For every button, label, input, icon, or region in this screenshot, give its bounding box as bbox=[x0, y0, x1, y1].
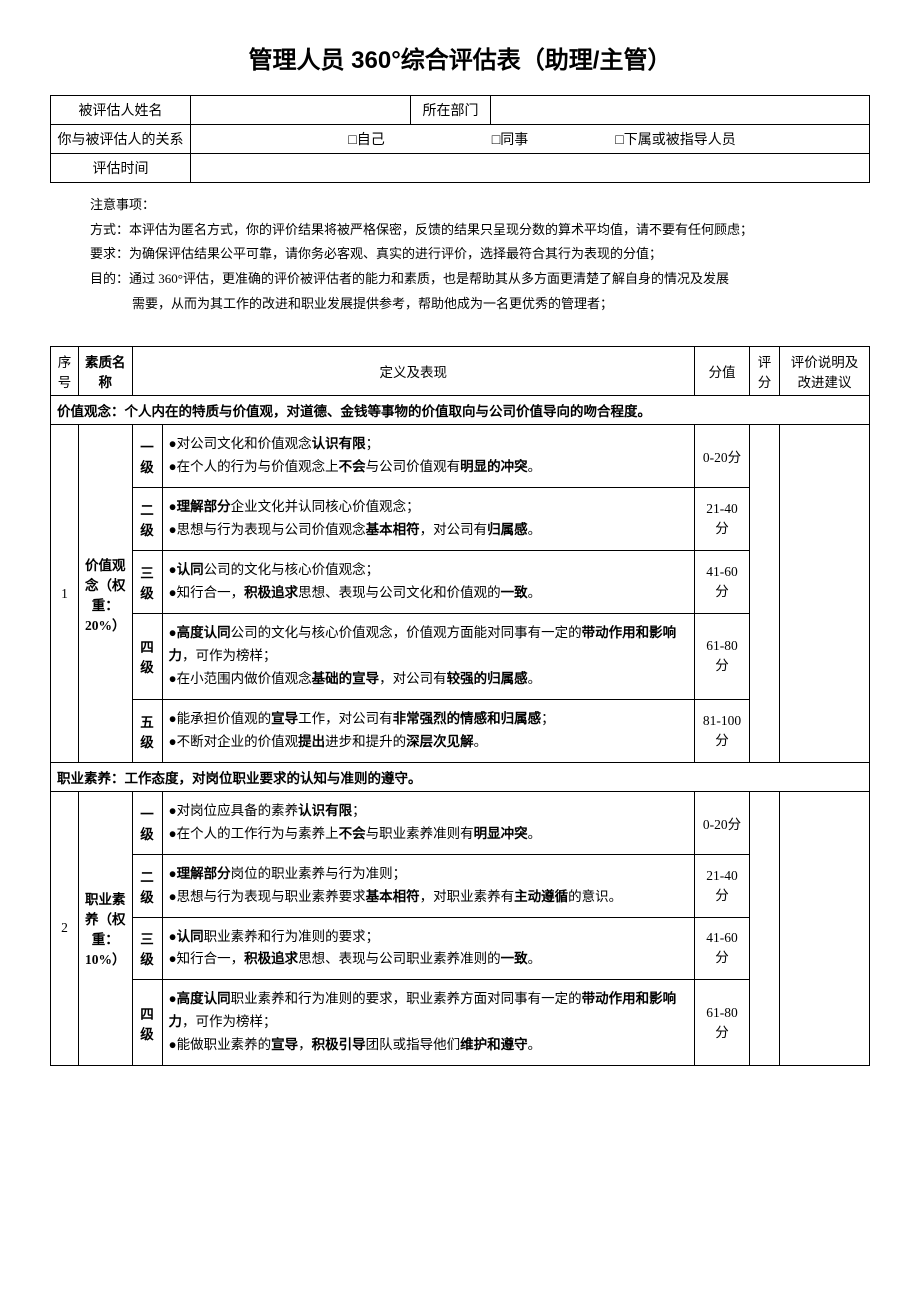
sec1-l5: 五级 bbox=[132, 699, 162, 762]
sec2-s2: 21-40分 bbox=[695, 854, 750, 917]
sec2-d2: ●理解部分岗位的职业素养与行为准则；●思想与行为表现与职业素养要求基本相符，对职… bbox=[162, 854, 695, 917]
sec1-comment[interactable] bbox=[780, 425, 870, 762]
sec1-row5: 五级 ●能承担价值观的宣导工作，对公司有非常强烈的情感和归属感；●不断对企业的价… bbox=[51, 699, 870, 762]
sec1-d3: ●认同公司的文化与核心价值观念；●知行合一，积极追求思想、表现与公司文化和价值观… bbox=[162, 551, 695, 614]
col-rating: 评分 bbox=[750, 347, 780, 396]
name-value[interactable] bbox=[191, 96, 411, 125]
opt-self[interactable]: □自己 bbox=[348, 131, 384, 147]
relation-options[interactable]: □自己 □同事 □下属或被指导人员 bbox=[191, 125, 870, 154]
method-text: 本评估为匿名方式，你的评价结果将被严格保密，反馈的结果只呈现分数的算术平均值，请… bbox=[129, 222, 753, 237]
sec2-row2: 二级 ●理解部分岗位的职业素养与行为准则；●思想与行为表现与职业素养要求基本相符… bbox=[51, 854, 870, 917]
sec1-s5: 81-100分 bbox=[695, 699, 750, 762]
evaluation-table: 序号 素质名称 定义及表现 分值 评分 评价说明及改进建议 价值观念：个人内在的… bbox=[50, 346, 870, 1066]
sec1-d4: ●高度认同公司的文化与核心价值观念，价值观方面能对同事有一定的带动作用和影响力，… bbox=[162, 614, 695, 700]
opt-sub[interactable]: □下属或被指导人员 bbox=[615, 131, 735, 147]
section2-header: 职业素养：工作态度，对岗位职业要求的认知与准则的遵守。 bbox=[51, 762, 870, 791]
sec2-row1: 2 职业素养（权重：10%） 一级 ●对岗位应具备的素养认识有限；●在个人的工作… bbox=[51, 791, 870, 854]
sec2-d4: ●高度认同职业素养和行为准则的要求，职业素养方面对同事有一定的带动作用和影响力，… bbox=[162, 980, 695, 1066]
sec2-comment[interactable] bbox=[780, 791, 870, 1065]
dept-label: 所在部门 bbox=[411, 96, 491, 125]
purpose-text2: 需要，从而为其工作的改进和职业发展提供参考，帮助他成为一名更优秀的管理者； bbox=[132, 296, 613, 311]
sec2-l4: 四级 bbox=[132, 980, 162, 1066]
sec2-rating[interactable] bbox=[750, 791, 780, 1065]
sec2-row3: 三级 ●认同职业素养和行为准则的要求；●知行合一，积极追求思想、表现与公司职业素… bbox=[51, 917, 870, 980]
col-score: 分值 bbox=[695, 347, 750, 396]
name-label: 被评估人姓名 bbox=[51, 96, 191, 125]
sec1-s4: 61-80分 bbox=[695, 614, 750, 700]
time-label: 评估时间 bbox=[51, 154, 191, 183]
sec1-text: 个人内在的特质与价值观，对道德、金钱等事物的价值取向与公司价值导向的吻合程度。 bbox=[125, 404, 652, 419]
opt-peer[interactable]: □同事 bbox=[492, 131, 528, 147]
sec2-name: 职业素养（权重：10%） bbox=[79, 791, 133, 1065]
sec2-s1: 0-20分 bbox=[695, 791, 750, 854]
sec1-rating[interactable] bbox=[750, 425, 780, 762]
sec2-s3: 41-60分 bbox=[695, 917, 750, 980]
sec1-name: 价值观念（权重：20%） bbox=[79, 425, 133, 762]
sec1-l4: 四级 bbox=[132, 614, 162, 700]
col-name: 素质名称 bbox=[79, 347, 133, 396]
col-def: 定义及表现 bbox=[132, 347, 695, 396]
sec2-d1: ●对岗位应具备的素养认识有限；●在个人的工作行为与素养上不会与职业素养准则有明显… bbox=[162, 791, 695, 854]
sec2-row4: 四级 ●高度认同职业素养和行为准则的要求，职业素养方面对同事有一定的带动作用和影… bbox=[51, 980, 870, 1066]
sec1-row4: 四级 ●高度认同公司的文化与核心价值观念，价值观方面能对同事有一定的带动作用和影… bbox=[51, 614, 870, 700]
purpose-label: 目的： bbox=[90, 271, 129, 286]
sec2-s4: 61-80分 bbox=[695, 980, 750, 1066]
sec1-s2: 21-40分 bbox=[695, 488, 750, 551]
sec1-s1: 0-20分 bbox=[695, 425, 750, 488]
sec1-row3: 三级 ●认同公司的文化与核心价值观念；●知行合一，积极追求思想、表现与公司文化和… bbox=[51, 551, 870, 614]
sec2-l1: 一级 bbox=[132, 791, 162, 854]
notes-heading: 注意事项： bbox=[90, 197, 155, 212]
req-label: 要求： bbox=[90, 246, 129, 261]
sec2-seq: 2 bbox=[51, 791, 79, 1065]
sec2-text: 工作态度，对岗位职业要求的认知与准则的遵守。 bbox=[125, 771, 422, 786]
page-title: 管理人员 360°综合评估表（助理/主管） bbox=[50, 40, 870, 75]
sec1-row2: 二级 ●理解部分企业文化并认同核心价值观念；●思想与行为表现与公司价值观念基本相… bbox=[51, 488, 870, 551]
sec2-l2: 二级 bbox=[132, 854, 162, 917]
header-table: 被评估人姓名 所在部门 你与被评估人的关系 □自己 □同事 □下属或被指导人员 … bbox=[50, 95, 870, 183]
sec1-d2: ●理解部分企业文化并认同核心价值观念；●思想与行为表现与公司价值观念基本相符，对… bbox=[162, 488, 695, 551]
relation-label: 你与被评估人的关系 bbox=[51, 125, 191, 154]
time-value[interactable] bbox=[191, 154, 870, 183]
sec1-row1: 1 价值观念（权重：20%） 一级 ●对公司文化和价值观念认识有限；●在个人的行… bbox=[51, 425, 870, 488]
sec2-d3: ●认同职业素养和行为准则的要求；●知行合一，积极追求思想、表现与公司职业素养准则… bbox=[162, 917, 695, 980]
sec2-l3: 三级 bbox=[132, 917, 162, 980]
sec1-seq: 1 bbox=[51, 425, 79, 762]
sec1-d5: ●能承担价值观的宣导工作，对公司有非常强烈的情感和归属感；●不断对企业的价值观提… bbox=[162, 699, 695, 762]
sec1-l3: 三级 bbox=[132, 551, 162, 614]
sec2-label: 职业素养： bbox=[57, 771, 125, 786]
dept-value[interactable] bbox=[491, 96, 870, 125]
sec1-s3: 41-60分 bbox=[695, 551, 750, 614]
sec1-l2: 二级 bbox=[132, 488, 162, 551]
req-text: 为确保评估结果公平可靠，请你务必客观、真实的进行评价，选择最符合其行为表现的分值… bbox=[129, 246, 662, 261]
sec1-label: 价值观念： bbox=[57, 404, 125, 419]
notes-section: 注意事项： 方式：本评估为匿名方式，你的评价结果将被严格保密，反馈的结果只呈现分… bbox=[90, 193, 870, 316]
method-label: 方式： bbox=[90, 222, 129, 237]
purpose-text1: 通过 360°评估，更准确的评价被评估者的能力和素质，也是帮助其从多方面更清楚了… bbox=[129, 271, 729, 286]
col-seq: 序号 bbox=[51, 347, 79, 396]
col-comment: 评价说明及改进建议 bbox=[780, 347, 870, 396]
section1-header: 价值观念：个人内在的特质与价值观，对道德、金钱等事物的价值取向与公司价值导向的吻… bbox=[51, 396, 870, 425]
sec1-l1: 一级 bbox=[132, 425, 162, 488]
sec1-d1: ●对公司文化和价值观念认识有限；●在个人的行为与价值观念上不会与公司价值观有明显… bbox=[162, 425, 695, 488]
